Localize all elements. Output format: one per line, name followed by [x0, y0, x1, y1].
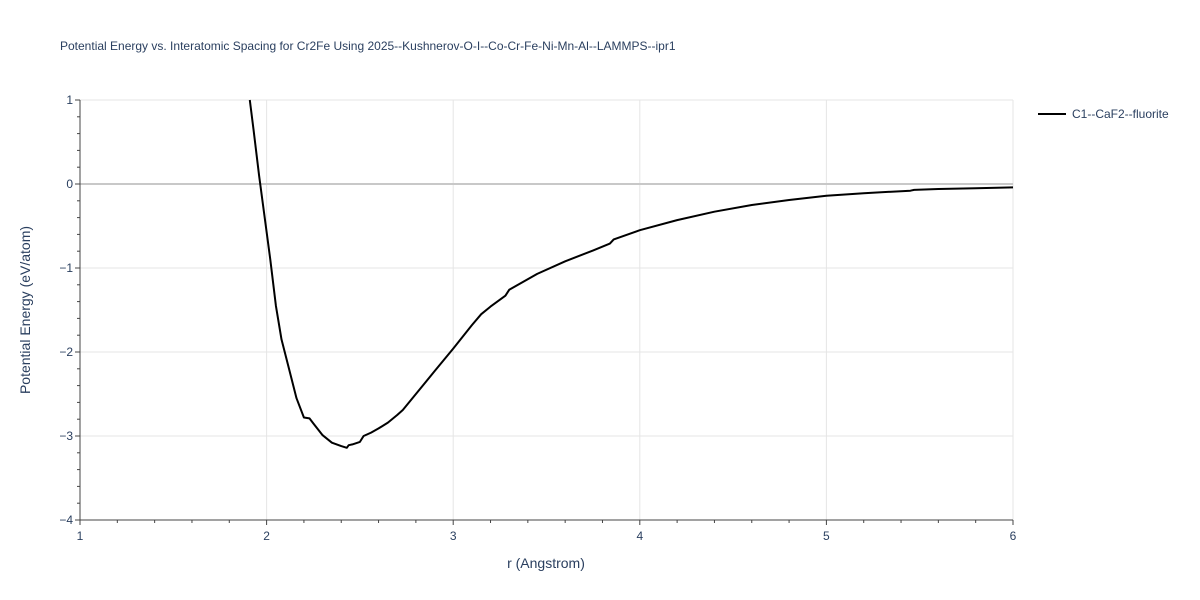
series-line	[248, 99, 1013, 449]
y-tick-labels: −4 −3 −2 −1 0 1	[59, 93, 73, 527]
y-tick-label: 1	[66, 93, 73, 107]
y-axis-title: Potential Energy (eV/atom)	[17, 226, 33, 394]
legend-label: C1--CaF2--fluorite	[1072, 107, 1169, 121]
x-tick-label: 4	[636, 529, 643, 543]
x-tick-label: 1	[77, 529, 84, 543]
x-tick-labels: 1 2 3 4 5 6	[77, 529, 1017, 543]
legend[interactable]: C1--CaF2--fluorite	[1038, 107, 1169, 121]
y-tick-label: 0	[66, 177, 73, 191]
x-tick-label: 3	[450, 529, 457, 543]
y-tick-label: −3	[59, 429, 73, 443]
y-tick-label: −2	[59, 345, 73, 359]
y-tick-label: −1	[59, 261, 73, 275]
x-tick-label: 6	[1010, 529, 1017, 543]
axes	[75, 99, 1014, 525]
x-tick-label: 5	[823, 529, 830, 543]
x-tick-label: 2	[263, 529, 270, 543]
x-axis-title: r (Angstrom)	[507, 555, 585, 571]
y-tick-label: −4	[59, 513, 73, 527]
grid	[80, 99, 1014, 520]
chart-title: Potential Energy vs. Interatomic Spacing…	[60, 39, 676, 53]
series-group	[248, 99, 1013, 449]
